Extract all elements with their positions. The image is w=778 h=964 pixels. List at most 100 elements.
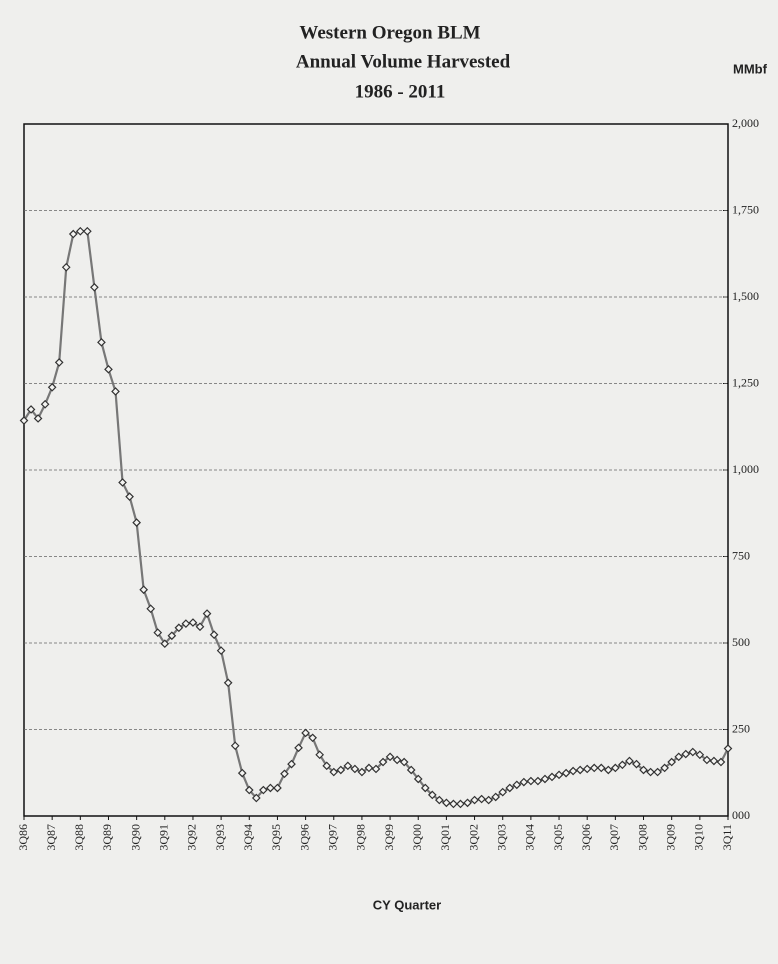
marker [392, 755, 402, 765]
x-tick-label: 3Q98 [354, 824, 368, 851]
marker [533, 776, 543, 786]
y-tick-label: 500 [732, 635, 750, 649]
marker [153, 628, 163, 637]
y-tick-label: 2,000 [732, 116, 759, 130]
marker [688, 747, 698, 757]
marker [266, 783, 275, 793]
marker [695, 750, 705, 760]
x-tick-label: 3Q02 [466, 824, 480, 851]
marker [709, 756, 719, 766]
marker [251, 793, 261, 803]
x-tick-label: 3Q96 [297, 824, 311, 851]
marker [399, 757, 409, 767]
marker [90, 282, 99, 292]
marker [160, 639, 170, 649]
marker [639, 765, 648, 775]
x-tick-label: 3Q07 [607, 824, 621, 851]
marker [343, 761, 353, 771]
marker [484, 795, 493, 805]
marker [385, 752, 395, 762]
marker [202, 609, 212, 618]
marker [575, 765, 585, 775]
marker [561, 768, 571, 778]
marker [618, 760, 627, 770]
marker [61, 262, 71, 272]
marker [47, 382, 57, 392]
x-tick-label: 3Q89 [100, 824, 114, 851]
y-unit: MMbf [733, 61, 768, 76]
marker [406, 765, 416, 775]
marker [526, 776, 536, 786]
marker [97, 337, 106, 347]
marker [519, 777, 529, 787]
y-tick-label: 750 [732, 548, 750, 562]
marker [364, 763, 374, 773]
marker [491, 792, 501, 802]
marker [568, 766, 578, 776]
marker [463, 798, 472, 808]
marker [413, 774, 423, 784]
marker [632, 759, 641, 769]
marker [435, 795, 444, 805]
x-axis-label: CY Quarter [373, 897, 441, 912]
x-tick-label: 3Q91 [157, 824, 171, 851]
marker [237, 768, 247, 778]
marker [716, 757, 726, 767]
marker [653, 767, 662, 777]
marker [259, 785, 268, 795]
marker [540, 774, 550, 784]
marker [83, 226, 92, 236]
x-tick-label: 3Q08 [635, 824, 649, 851]
marker [589, 763, 599, 773]
marker [554, 770, 564, 780]
chart-title: Annual Volume Harvested [296, 51, 511, 72]
marker [596, 763, 606, 773]
marker [477, 794, 486, 804]
marker [68, 229, 78, 239]
marker [512, 780, 522, 790]
marker [230, 741, 240, 751]
marker [111, 387, 120, 396]
marker [427, 790, 437, 800]
marker [378, 757, 388, 767]
marker [723, 744, 733, 753]
marker [132, 518, 141, 527]
marker [40, 399, 50, 409]
marker [125, 492, 134, 501]
marker [625, 756, 634, 766]
marker [420, 783, 430, 793]
x-tick-label: 3Q99 [382, 824, 396, 851]
marker [646, 767, 655, 777]
marker [681, 749, 691, 759]
x-tick-label: 3Q90 [128, 824, 142, 851]
marker [181, 619, 191, 628]
x-tick-label: 3Q03 [494, 824, 508, 851]
y-tick-label: 1,500 [732, 289, 759, 303]
marker [505, 783, 515, 793]
marker [456, 799, 465, 809]
x-tick-label: 3Q09 [663, 824, 677, 851]
marker [301, 728, 310, 738]
marker [702, 755, 712, 765]
marker [26, 405, 36, 414]
marker [322, 761, 332, 771]
marker [357, 767, 367, 777]
marker [139, 585, 149, 595]
marker [603, 765, 613, 775]
x-tick-label: 3Q87 [44, 824, 58, 851]
chart-title: Western Oregon BLM [299, 22, 480, 43]
x-tick-label: 3Q00 [410, 824, 424, 851]
marker [209, 630, 219, 640]
y-tick-label: 1,250 [732, 375, 759, 389]
marker [104, 364, 113, 374]
marker [582, 764, 592, 774]
marker [371, 764, 381, 774]
marker [273, 783, 282, 793]
marker [54, 358, 64, 367]
y-tick-label: 1,000 [732, 462, 759, 476]
marker [294, 743, 303, 753]
chart-title: 1986 - 2011 [355, 81, 446, 102]
marker [315, 750, 325, 760]
